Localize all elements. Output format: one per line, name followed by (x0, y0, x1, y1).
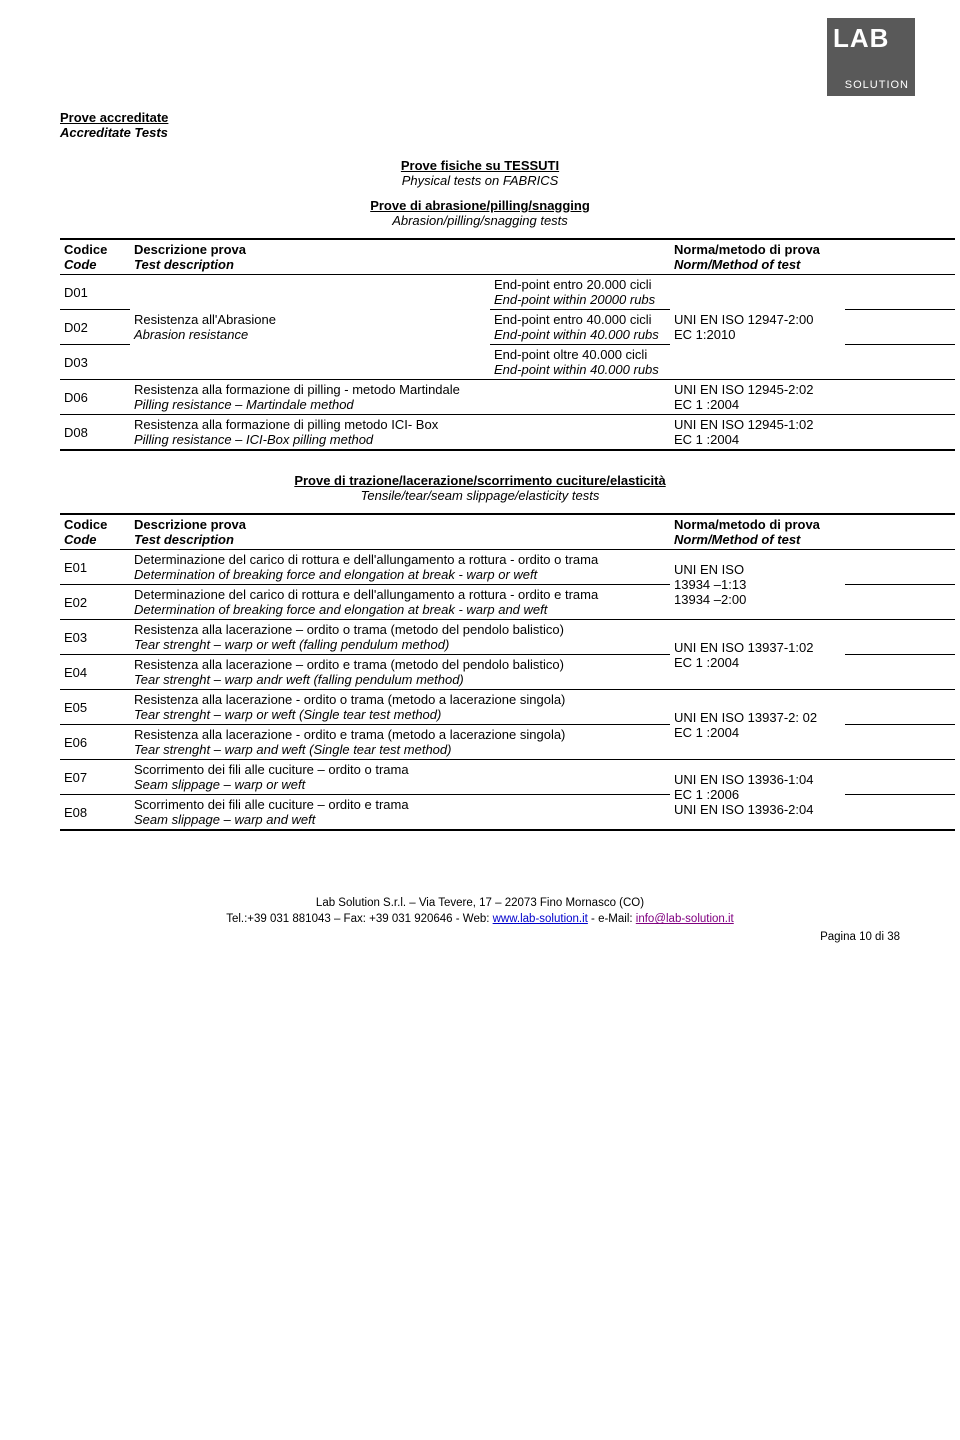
e08-en: Seam slippage – warp and weft (134, 812, 315, 827)
hdr-norm: Norma/metodo di prova (674, 242, 820, 257)
logo-text-bottom: SOLUTION (833, 79, 909, 91)
table-tensile: CodiceCode Descrizione provaTest descrip… (60, 513, 955, 835)
accredited-title-en: Accreditate Tests (60, 125, 900, 140)
code-e01: E01 (60, 550, 130, 585)
d03-ep2: End-point within 40.000 rubs (494, 362, 659, 377)
section1b-sub: Abrasion/pilling/snagging tests (60, 213, 900, 228)
d06-normb: EC 1 :2004 (674, 397, 739, 412)
footer-line2a: Tel.:+39 031 881043 – Fax: +39 031 92064… (226, 913, 492, 925)
logo: LAB SOLUTION (827, 18, 915, 96)
e01-en: Determination of breaking force and elon… (134, 567, 537, 582)
hdr-code: Codice (64, 242, 107, 257)
accredited-title: Prove accreditate (60, 110, 900, 125)
d01-ep1: End-point entro 20.000 cicli (494, 277, 652, 292)
code-d01: D01 (60, 275, 130, 310)
d08-norm: UNI EN ISO 12945-1:02 (674, 417, 813, 432)
e12-norm1: UNI EN ISO (674, 562, 744, 577)
d-norm1b: EC 1:2010 (674, 327, 735, 342)
code-d03: D03 (60, 345, 130, 380)
e12-norm3: 13934 –2:00 (674, 592, 746, 607)
code-d08: D08 (60, 415, 130, 451)
hdr-desc-en: Test description (134, 257, 234, 272)
d06-it: Resistenza alla formazione di pilling - … (134, 382, 460, 397)
d08-it: Resistenza alla formazione di pilling me… (134, 417, 438, 432)
section1-title: Prove fisiche su TESSUTI (60, 158, 900, 173)
section1b-title: Prove di abrasione/pilling/snagging (60, 198, 900, 213)
e08-it: Scorrimento dei fili alle cuciture – ord… (134, 797, 409, 812)
footer-link-web[interactable]: www.lab-solution.it (493, 913, 588, 925)
code-e07: E07 (60, 760, 130, 795)
e07-en: Seam slippage – warp or weft (134, 777, 305, 792)
table-abrasion: CodiceCode Descrizione provaTest descrip… (60, 238, 955, 455)
e05-it: Resistenza alla lacerazione - ordito o t… (134, 692, 565, 707)
hdr-desc: Descrizione prova (134, 242, 246, 257)
code-e03: E03 (60, 620, 130, 655)
e03-it: Resistenza alla lacerazione – ordito o t… (134, 622, 564, 637)
hdr2-norm-en: Norm/Method of test (674, 532, 800, 547)
code-e05: E05 (60, 690, 130, 725)
e78-norm2: EC 1 :2006 (674, 787, 739, 802)
d-norm1: UNI EN ISO 12947-2:00 (674, 312, 813, 327)
section2-sub: Tensile/tear/seam slippage/elasticity te… (60, 488, 900, 503)
e05-en: Tear strenght – warp or weft (Single tea… (134, 707, 441, 722)
e07-it: Scorrimento dei fili alle cuciture – ord… (134, 762, 409, 777)
d02-ep2: End-point within 40.000 rubs (494, 327, 659, 342)
e04-en: Tear strenght – warp andr weft (falling … (134, 672, 464, 687)
d08-en: Pilling resistance – ICI-Box pilling met… (134, 432, 373, 447)
e02-en: Determination of breaking force and elon… (134, 602, 547, 617)
code-e04: E04 (60, 655, 130, 690)
section2-title: Prove di trazione/lacerazione/scorriment… (60, 473, 900, 488)
d06-en: Pilling resistance – Martindale method (134, 397, 354, 412)
e56-norm2: EC 1 :2004 (674, 725, 739, 740)
hdr-norm-en: Norm/Method of test (674, 257, 800, 272)
e34-norm2: EC 1 :2004 (674, 655, 739, 670)
e56-norm1: UNI EN ISO 13937-2: 02 (674, 710, 817, 725)
footer-link-mail[interactable]: info@lab-solution.it (636, 913, 734, 925)
code-d06: D06 (60, 380, 130, 415)
e04-it: Resistenza alla lacerazione – ordito e t… (134, 657, 564, 672)
d01-ep2: End-point within 20000 rubs (494, 292, 655, 307)
d08-normb: EC 1 :2004 (674, 432, 739, 447)
e01-it: Determinazione del carico di rottura e d… (134, 552, 598, 567)
section1-sub: Physical tests on FABRICS (60, 173, 900, 188)
e34-norm1: UNI EN ISO 13937-1:02 (674, 640, 813, 655)
page-number: Pagina 10 di 38 (60, 931, 900, 943)
footer-line1: Lab Solution S.r.l. – Via Tevere, 17 – 2… (316, 897, 644, 909)
e78-norm3: UNI EN ISO 13936-2:04 (674, 802, 813, 817)
code-e02: E02 (60, 585, 130, 620)
d06-norm: UNI EN ISO 12945-2:02 (674, 382, 813, 397)
logo-text-top: LAB (833, 23, 909, 54)
code-e06: E06 (60, 725, 130, 760)
hdr-code-en: Code (64, 257, 97, 272)
hdr2-norm: Norma/metodo di prova (674, 517, 820, 532)
hdr2-desc: Descrizione prova (134, 517, 246, 532)
e06-it: Resistenza alla lacerazione - ordito e t… (134, 727, 565, 742)
e78-norm1: UNI EN ISO 13936-1:04 (674, 772, 813, 787)
d02-ep1: End-point entro 40.000 cicli (494, 312, 652, 327)
hdr2-code: Codice (64, 517, 107, 532)
footer-line2b: - e-Mail: (588, 913, 636, 925)
e12-norm2: 13934 –1:13 (674, 577, 746, 592)
d03-ep1: End-point oltre 40.000 cicli (494, 347, 647, 362)
footer: Lab Solution S.r.l. – Via Tevere, 17 – 2… (60, 895, 900, 927)
code-e08: E08 (60, 795, 130, 831)
e06-en: Tear strenght – warp and weft (Single te… (134, 742, 451, 757)
code-d02: D02 (60, 310, 130, 345)
e03-en: Tear strenght – warp or weft (falling pe… (134, 637, 449, 652)
abr-it: Resistenza all'Abrasione (134, 312, 276, 327)
e02-it: Determinazione del carico di rottura e d… (134, 587, 598, 602)
abr-en: Abrasion resistance (134, 327, 248, 342)
hdr2-code-en: Code (64, 532, 97, 547)
hdr2-desc-en: Test description (134, 532, 234, 547)
